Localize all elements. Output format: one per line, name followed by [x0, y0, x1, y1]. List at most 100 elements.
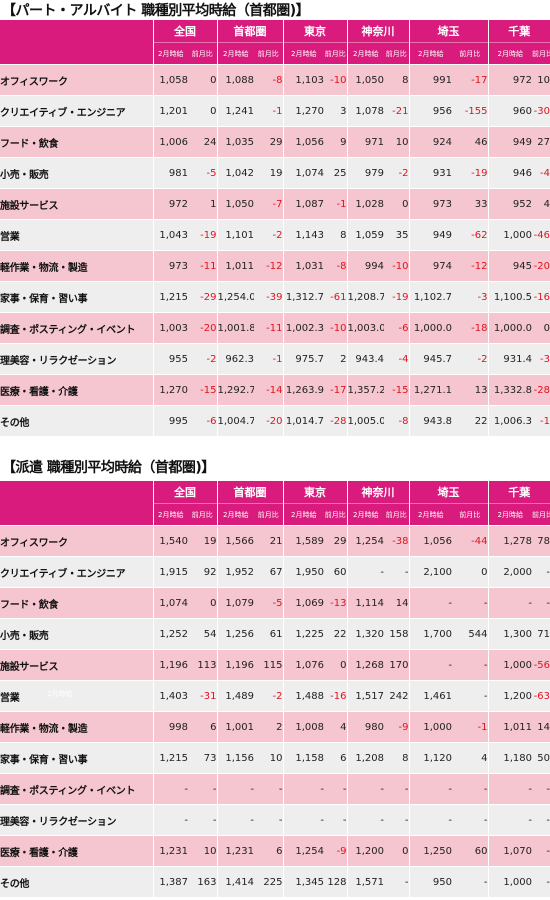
- change-cell: -: [254, 804, 283, 836]
- wage-cell: 1,120: [408, 742, 452, 774]
- change-cell: -46: [532, 219, 550, 251]
- wage-cell: 980: [346, 711, 384, 743]
- change-cell: 0: [384, 835, 409, 867]
- change-cell: -61: [324, 281, 347, 313]
- change-cell: 46: [452, 126, 488, 158]
- wage-subheader: 2月時給: [487, 42, 532, 65]
- wage-cell: 1,915: [152, 556, 188, 588]
- change-cell: -44: [452, 525, 488, 557]
- wage-cell: 1,589: [282, 525, 324, 557]
- change-cell: 10: [532, 64, 550, 96]
- wage-cell: 1,292.7: [216, 374, 254, 406]
- change-cell: -: [532, 835, 550, 867]
- change-cell: 8: [324, 219, 347, 251]
- table-row: フード・飲食 1,074 0 1,079 -5 1,069 -13 1,114 14- - - -: [0, 587, 550, 619]
- wage-subheader: 2月時給: [282, 503, 324, 526]
- change-cell: -1: [324, 188, 347, 220]
- table-row: 家事・保育・習い事 1,215 -29 1,254.0 -39 1,312.7 -61 1,2…: [0, 281, 550, 313]
- wage-cell: 952: [487, 188, 532, 220]
- change-subheader: 前月比: [384, 503, 409, 526]
- change-cell: -10: [324, 312, 347, 344]
- wage-subheader: 2月時給: [346, 503, 384, 526]
- change-cell: -12: [254, 250, 283, 282]
- table-row: 小売・販売 1,252 54 1,256 61 1,225 22 1,320 158 1,700 5…: [0, 618, 550, 650]
- change-cell: 6: [254, 835, 283, 867]
- row-label: オフィスワーク: [0, 525, 153, 557]
- wage-cell: 1,076: [282, 649, 324, 681]
- change-cell: -15: [384, 374, 409, 406]
- row-label: 営業: [0, 219, 153, 251]
- wage-cell: 949: [487, 126, 532, 158]
- wage-subheader: 2月時給: [152, 503, 188, 526]
- dispatch-wage-table: 全国 首都圏 東京 神奈川 埼玉 千葉 2月時給 前月比 2月時給 前月比 2月時給 前月比 2月時給前…: [0, 481, 550, 897]
- wage-cell: 1,078: [346, 95, 384, 127]
- wage-cell: 973: [152, 250, 188, 282]
- change-cell: -20: [532, 250, 550, 282]
- change-cell: -: [532, 866, 550, 897]
- change-cell: -31: [188, 680, 217, 712]
- wage-cell: 924: [408, 126, 452, 158]
- wage-cell: 975.7: [282, 343, 324, 375]
- change-cell: -: [452, 866, 488, 897]
- change-cell: 22: [452, 405, 488, 436]
- change-cell: 163: [188, 866, 217, 897]
- wage-cell: 1,566: [216, 525, 254, 557]
- wage-cell: 1,268: [346, 649, 384, 681]
- wage-cell: 1,263.9: [282, 374, 324, 406]
- wage-cell: 1,056: [282, 126, 324, 158]
- wage-cell: 973: [408, 188, 452, 220]
- wage-cell: -: [346, 556, 384, 588]
- change-cell: 1: [188, 188, 217, 220]
- wage-cell: 994: [346, 250, 384, 282]
- wage-cell: 972: [152, 188, 188, 220]
- change-subheader: 前月比: [532, 503, 550, 526]
- change-cell: -: [532, 587, 550, 619]
- change-cell: -: [384, 773, 409, 805]
- table-row: 調査・ポスティング・イベント - - - - - - - - - - - -: [0, 773, 550, 805]
- wage-cell: 1,003.0: [346, 312, 384, 344]
- change-cell: -2: [452, 343, 488, 375]
- wage-cell: 1,074: [152, 587, 188, 619]
- change-cell: 73: [188, 742, 217, 774]
- wage-cell: 1,011: [487, 711, 532, 743]
- wage-cell: 1,270: [282, 95, 324, 127]
- wage-cell: 1,008: [282, 711, 324, 743]
- wage-cell: 1,489: [216, 680, 254, 712]
- change-cell: -10: [384, 250, 409, 282]
- change-cell: 50: [532, 742, 550, 774]
- change-subheader: 前月比: [254, 503, 283, 526]
- table-row: その他 995 -6 1,004.7 -20 1,014.7 -28 1,005.0 -8 943…: [0, 405, 550, 436]
- wage-cell: 1,700: [408, 618, 452, 650]
- change-cell: 3: [324, 95, 347, 127]
- change-cell: -1: [254, 95, 283, 127]
- wage-subheader: 2月時給: [152, 42, 188, 65]
- change-cell: -16: [324, 680, 347, 712]
- change-cell: -: [188, 804, 217, 836]
- wage-cell: 1,002.3: [282, 312, 324, 344]
- row-label: フード・飲食: [0, 126, 153, 158]
- row-label: 医療・看護・介護: [0, 835, 153, 867]
- wage-cell: 1,414: [216, 866, 254, 897]
- wage-cell: 981: [152, 157, 188, 189]
- change-cell: 29: [254, 126, 283, 158]
- wage-cell: 1,196: [216, 649, 254, 681]
- change-cell: 35: [384, 219, 409, 251]
- region-header: 全国: [152, 481, 217, 504]
- region-header: 首都圏: [216, 20, 283, 43]
- wage-cell: 931.4: [487, 343, 532, 375]
- row-label: その他: [0, 405, 153, 436]
- wage-cell: -: [408, 773, 452, 805]
- wage-cell: 1,006: [152, 126, 188, 158]
- table-row: 営業 1,043 -19 1,101 -2 1,143 8 1,059 35 949 -62 1,00…: [0, 219, 550, 251]
- change-cell: -29: [188, 281, 217, 313]
- change-cell: -: [324, 804, 347, 836]
- wage-cell: 1,005.0: [346, 405, 384, 436]
- change-cell: -2: [254, 680, 283, 712]
- wage-cell: 1,058: [152, 64, 188, 96]
- wage-subheader: 2月時給: [346, 42, 384, 65]
- change-cell: -17: [324, 374, 347, 406]
- row-label: フード・飲食: [0, 587, 153, 619]
- wage-cell: 1,050: [216, 188, 254, 220]
- change-cell: 6: [324, 742, 347, 774]
- wage-cell: 1,241: [216, 95, 254, 127]
